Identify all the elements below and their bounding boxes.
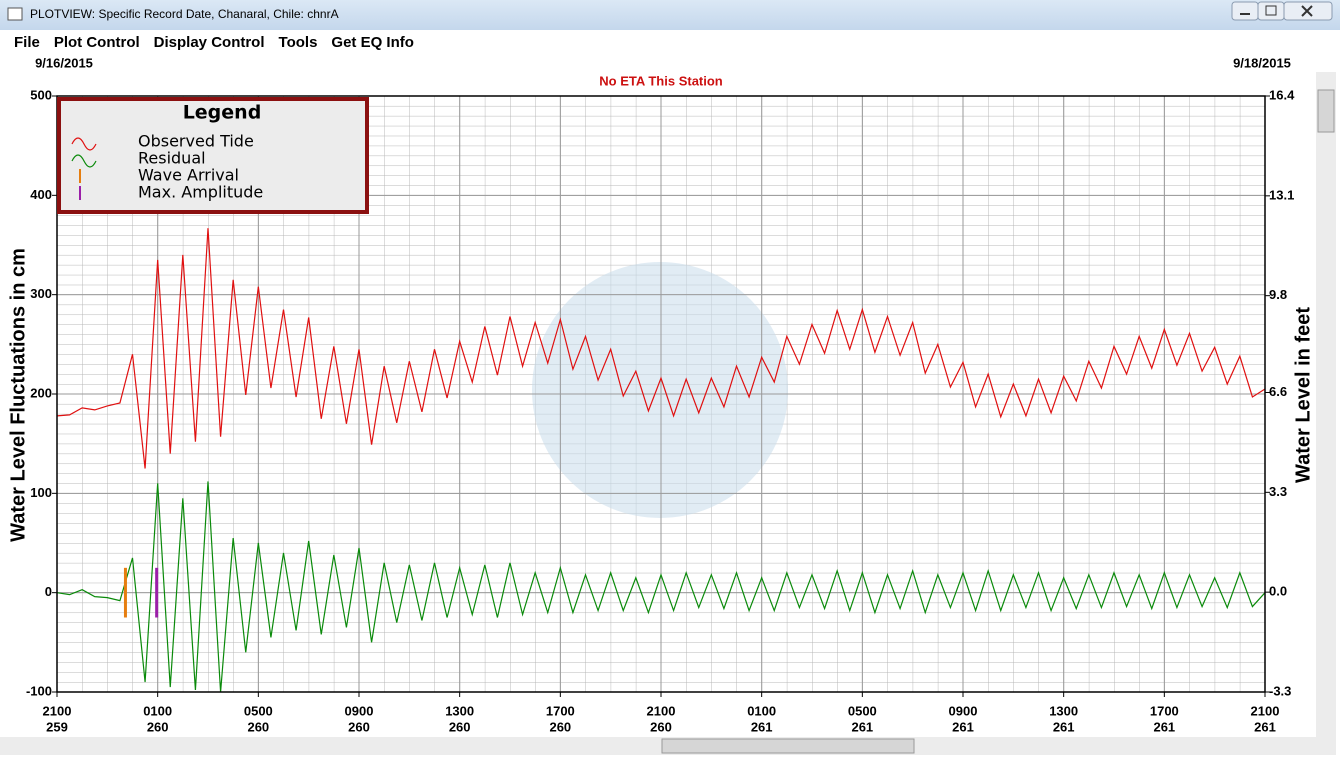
minimize-button[interactable] <box>1231 1 1259 21</box>
menu-bar <box>0 30 1340 55</box>
legend-swatch <box>71 154 97 168</box>
y-tick-label: 400 <box>30 187 52 202</box>
y-tick-label: 100 <box>30 485 52 500</box>
y-tick-label: 300 <box>30 286 52 301</box>
y2-tick-label: 16.4 <box>1269 87 1295 102</box>
horizontal-scroll-thumb[interactable] <box>661 738 915 754</box>
end-date: 9/18/2015 <box>1233 55 1291 70</box>
x-tick-day: 260 <box>449 719 471 734</box>
legend-box <box>57 97 369 214</box>
menu-item[interactable]: Get EQ Info <box>331 34 414 51</box>
menu-item[interactable]: Display Control <box>154 34 265 51</box>
y2-tick-label: 9.8 <box>1269 287 1287 302</box>
menu-item[interactable]: File <box>14 34 40 51</box>
x-tick-label: 2100 <box>43 703 72 718</box>
x-tick-day: 261 <box>851 719 873 734</box>
title-bar <box>0 0 1340 30</box>
x-tick-day: 260 <box>549 719 571 734</box>
y2-tick-label: -3.3 <box>1269 683 1291 698</box>
plot-frame <box>56 95 1266 693</box>
x-tick-label: 2100 <box>1251 703 1280 718</box>
legend-title: Legend <box>183 102 262 124</box>
x-tick-label: 0900 <box>345 703 374 718</box>
x-tick-label: 2100 <box>647 703 676 718</box>
start-date: 9/16/2015 <box>35 55 93 70</box>
y2-tick-label: 13.1 <box>1269 187 1294 202</box>
x-tick-label: 1300 <box>445 703 474 718</box>
marks <box>56 228 1266 693</box>
x-tick-label: 1700 <box>546 703 575 718</box>
x-tick-day: 260 <box>247 719 269 734</box>
x-tick-day: 261 <box>751 719 773 734</box>
x-tick-label: 0500 <box>848 703 877 718</box>
window-title: PLOTVIEW: Specific Record Date, Chanaral… <box>30 7 339 21</box>
app-icon <box>7 7 23 21</box>
x-tick-label: 1300 <box>1049 703 1078 718</box>
y2-tick-label: 6.6 <box>1269 384 1287 399</box>
maximize-icon <box>1265 5 1277 16</box>
menu-item[interactable]: Tools <box>279 34 318 51</box>
y-tick-label: -100 <box>26 683 52 698</box>
y2-tick-label: 3.3 <box>1269 484 1287 499</box>
x-tick-label: 1700 <box>1150 703 1179 718</box>
x-tick-day: 260 <box>650 719 672 734</box>
close-icon <box>1301 5 1313 17</box>
x-tick-day: 261 <box>1254 719 1276 734</box>
y2-axis-title: Water Level in feet <box>1292 307 1314 483</box>
menu-item[interactable]: Plot Control <box>54 34 140 51</box>
y-tick-label: 0 <box>45 584 52 599</box>
legend-label: Residual <box>138 149 206 168</box>
watermark-logo <box>532 262 788 518</box>
y-tick-label: 200 <box>30 385 52 400</box>
horizontal-scrollbar[interactable] <box>0 737 1316 755</box>
maximize-button[interactable] <box>1257 1 1285 21</box>
legend-label: Max. Amplitude <box>138 183 263 202</box>
series-line <box>56 228 1266 469</box>
x-tick-day: 261 <box>952 719 974 734</box>
y-tick-label: 500 <box>30 87 52 102</box>
x-tick-day: 261 <box>1153 719 1175 734</box>
legend-label: Observed Tide <box>138 132 254 151</box>
x-tick-day: 259 <box>46 719 68 734</box>
legend-swatch <box>71 137 97 151</box>
x-tick-day: 260 <box>348 719 370 734</box>
x-tick-day: 261 <box>1053 719 1075 734</box>
y-axis-title: Water Level Fluctuations in cm <box>7 248 29 542</box>
x-tick-label: 0900 <box>949 703 978 718</box>
series-line <box>56 481 1266 693</box>
vertical-scroll-thumb[interactable] <box>1317 89 1335 133</box>
vertical-scrollbar[interactable] <box>1316 72 1336 755</box>
x-tick-day: 260 <box>147 719 169 734</box>
x-tick-label: 0100 <box>143 703 172 718</box>
y2-tick-label: 0.0 <box>1269 584 1287 599</box>
menu: File Plot Control Display Control Tools Get … <box>14 34 414 51</box>
legend-label: Wave Arrival <box>138 166 239 185</box>
x-tick-label: 0100 <box>747 703 776 718</box>
x-tick-label: 0500 <box>244 703 273 718</box>
subtitle: No ETA This Station <box>599 73 723 88</box>
